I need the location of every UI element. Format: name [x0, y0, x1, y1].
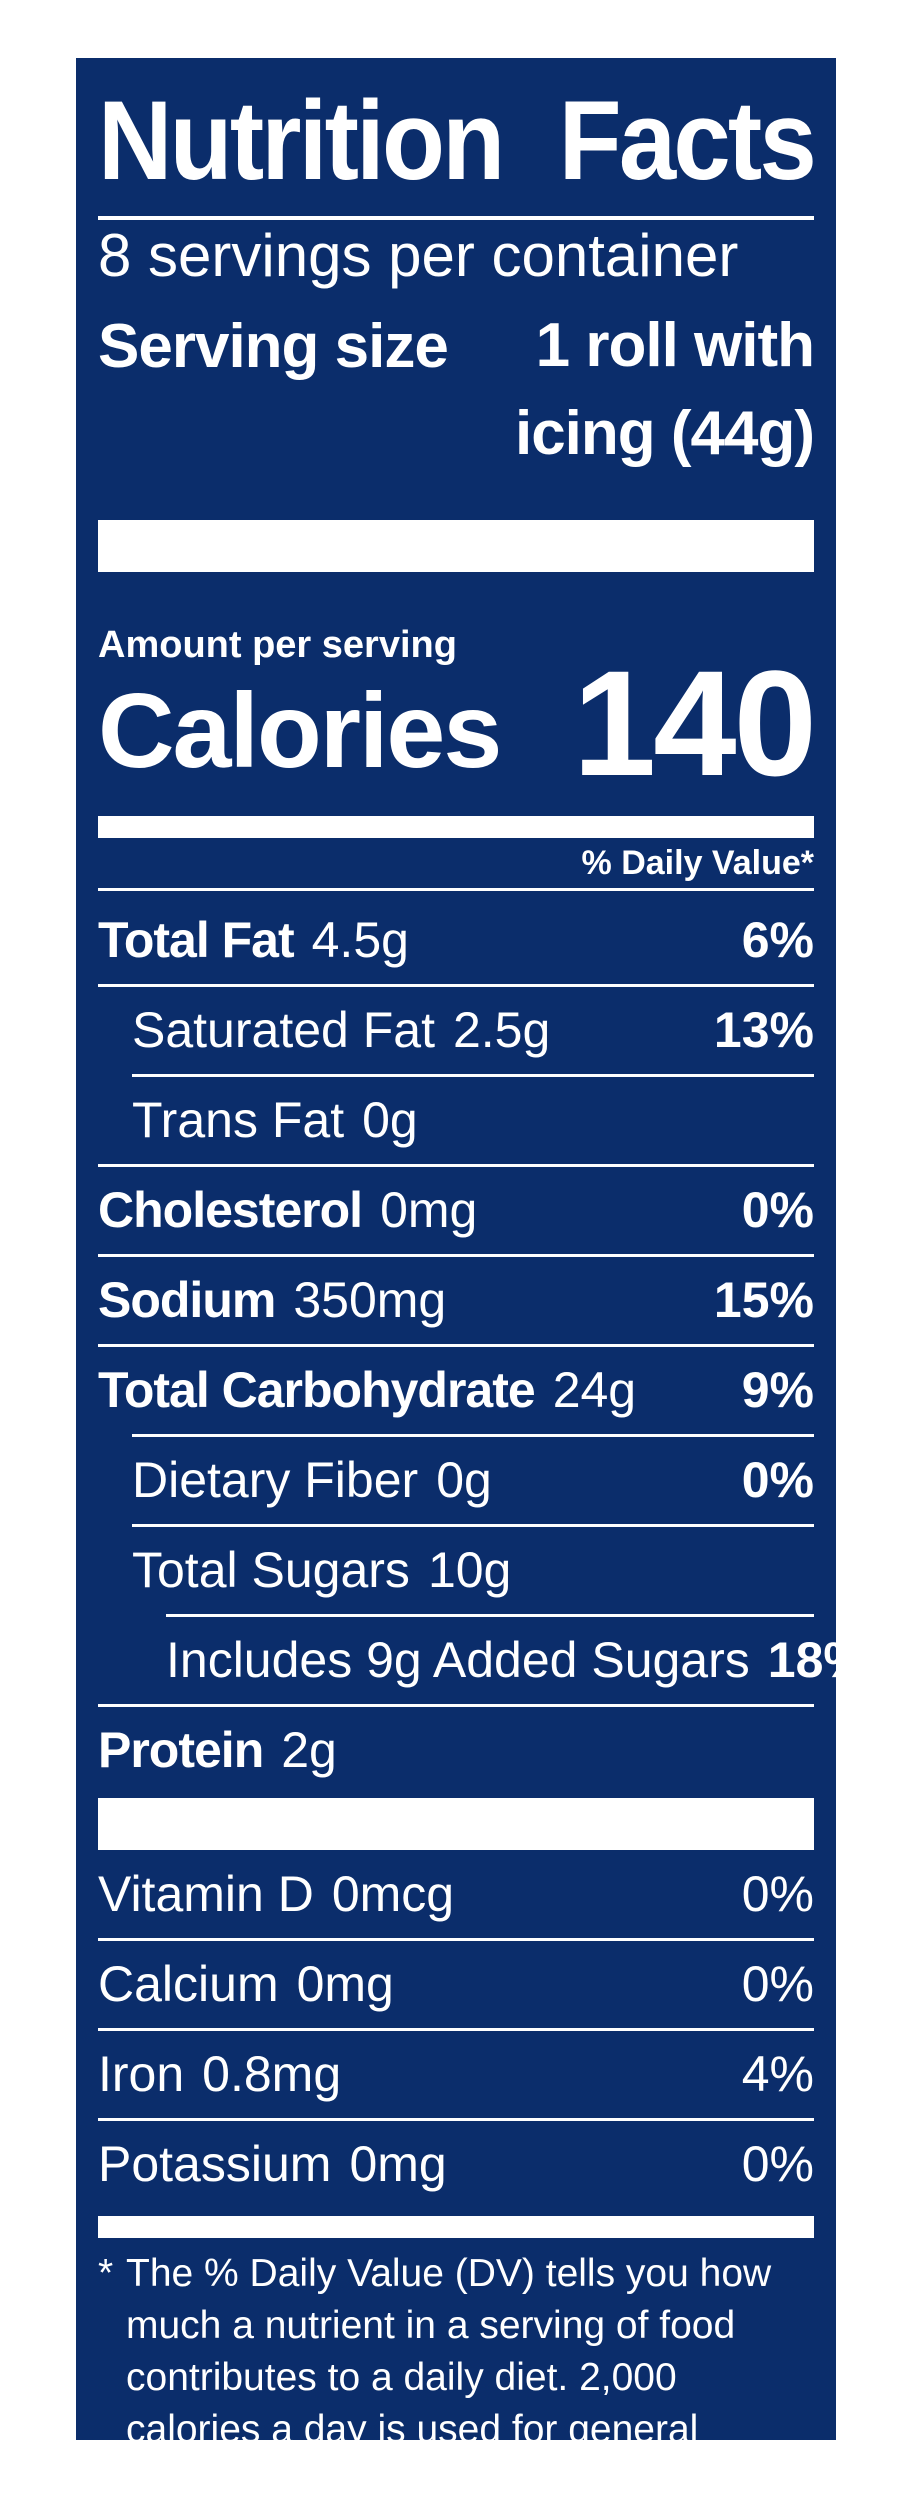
vitamin-daily-value: 4% [741, 2046, 814, 2102]
vitamin-row-calcium: Calcium 0mg 0% [98, 1940, 814, 2028]
vitamin-daily-value: 0% [741, 1866, 814, 1922]
footnote-text: The % Daily Value (DV) tells you how muc… [126, 2252, 772, 2503]
divider-thin [98, 216, 814, 220]
nutrient-row-added-sugars: Includes 9g Added Sugars 18% [98, 1616, 868, 1704]
nutrient-name: Cholesterol [98, 1182, 363, 1238]
nutrient-row-total-carbohydrate: Total Carbohydrate 24g 9% [98, 1346, 814, 1434]
nutrition-facts-content: Nutrition Facts 8 servings per container… [98, 58, 868, 2503]
nutrient-name: Protein [98, 1722, 264, 1778]
divider-thin [98, 2118, 814, 2121]
nutrient-amount: 24g [552, 1362, 637, 1418]
nutrient-name: Total Carbohydrate [98, 1362, 536, 1418]
nutrient-amount: 4.5g [311, 912, 409, 968]
amount-per-serving: Amount per serving [98, 624, 457, 666]
nutrient-row-total-fat: Total Fat 4.5g 6% [98, 896, 814, 984]
nutrient-row-saturated-fat: Saturated Fat 2.5g 13% [98, 986, 814, 1074]
vitamin-amount: 0mg [349, 2136, 447, 2192]
nutrient-name: Total Sugars [132, 1542, 410, 1598]
divider-thick [98, 520, 814, 572]
vitamin-name: Potassium [98, 2136, 332, 2192]
vitamin-amount: 0mg [296, 1956, 394, 2012]
calories-value: 140 [572, 639, 817, 807]
nutrient-amount: 2.5g [452, 1002, 551, 1058]
divider-thin [98, 1164, 814, 1167]
nutrient-name: Total Fat [98, 912, 295, 968]
vitamin-name: Calcium [98, 1956, 279, 2012]
serving-size-value: 1 roll with icing (44g) [514, 311, 815, 468]
nutrient-name: Includes 9g Added Sugars [166, 1632, 750, 1688]
vitamin-row-vitamin-d: Vitamin D 0mcg 0% [98, 1850, 814, 1938]
daily-value-header: % Daily Value* [581, 844, 814, 882]
nutrient-daily-value: 13% [713, 1002, 814, 1058]
title-nutrition: Nutrition [98, 78, 505, 203]
vitamin-row-potassium: Potassium 0mg 0% [98, 2120, 814, 2208]
nutrient-amount: 10g [427, 1542, 512, 1598]
nutrient-name: Trans Fat [132, 1092, 345, 1148]
divider-thin [98, 1704, 814, 1707]
nutrient-daily-value: 0% [741, 1452, 814, 1508]
nutrient-amount: 0mg [380, 1182, 478, 1238]
nutrient-daily-value: 6% [741, 912, 814, 968]
divider-thin [98, 1938, 814, 1941]
serving-size-label: Serving size [98, 312, 449, 381]
nutrient-row-sodium: Sodium 350mg 15% [98, 1256, 814, 1344]
divider-thin [132, 1074, 814, 1077]
vitamin-daily-value: 0% [741, 2136, 814, 2192]
vitamin-amount: 0.8mg [202, 2046, 342, 2102]
nutrient-name: Dietary Fiber [132, 1452, 419, 1508]
divider-thin [98, 1344, 814, 1347]
nutrient-row-dietary-fiber: Dietary Fiber 0g 0% [98, 1436, 814, 1524]
nutrient-amount: 0g [362, 1092, 418, 1148]
nutrient-amount: 0g [436, 1452, 492, 1508]
vitamin-name: Iron [98, 2046, 185, 2102]
vitamin-amount: 0mcg [331, 1866, 455, 1922]
footnote-asterisk: * [98, 2252, 114, 2295]
nutrient-amount: 350mg [293, 1272, 447, 1328]
nutrient-row-trans-fat: Trans Fat 0g [98, 1076, 814, 1164]
nutrient-name: Saturated Fat [132, 1002, 435, 1058]
nutrient-row-cholesterol: Cholesterol 0mg 0% [98, 1166, 814, 1254]
divider-thin [98, 1254, 814, 1257]
divider-thick [98, 1798, 814, 1850]
vitamin-daily-value: 0% [741, 1956, 814, 2012]
divider-medium [98, 2216, 814, 2238]
divider-thin [98, 984, 814, 987]
divider-thin [98, 888, 814, 891]
daily-value-footnote: * The % Daily Value (DV) tells you how m… [98, 2248, 814, 2508]
nutrient-name: Sodium [98, 1272, 276, 1328]
divider-thin [98, 2028, 814, 2031]
title-facts: Facts [558, 78, 817, 203]
nutrient-row-total-sugars: Total Sugars 10g [98, 1526, 814, 1614]
divider-thin [132, 1524, 814, 1527]
nutrient-daily-value: 15% [713, 1272, 814, 1328]
servings-per-container: 8 servings per container [98, 222, 739, 289]
vitamin-row-iron: Iron 0.8mg 4% [98, 2030, 814, 2118]
nutrition-facts-panel: Nutrition Facts 8 servings per container… [76, 58, 868, 2503]
nutrient-amount: 2g [281, 1722, 337, 1778]
divider-thin [132, 1434, 814, 1437]
vitamin-name: Vitamin D [98, 1866, 314, 1922]
nutrient-daily-value: 9% [741, 1362, 814, 1418]
nutrient-daily-value: 0% [741, 1182, 814, 1238]
divider-thin [166, 1614, 814, 1617]
divider-medium [98, 816, 814, 838]
calories-label: Calories [98, 672, 502, 790]
nutrition-facts-title: Nutrition Facts [98, 76, 817, 206]
nutrient-daily-value: 18% [767, 1632, 868, 1688]
nutrient-row-protein: Protein 2g [98, 1706, 814, 1794]
